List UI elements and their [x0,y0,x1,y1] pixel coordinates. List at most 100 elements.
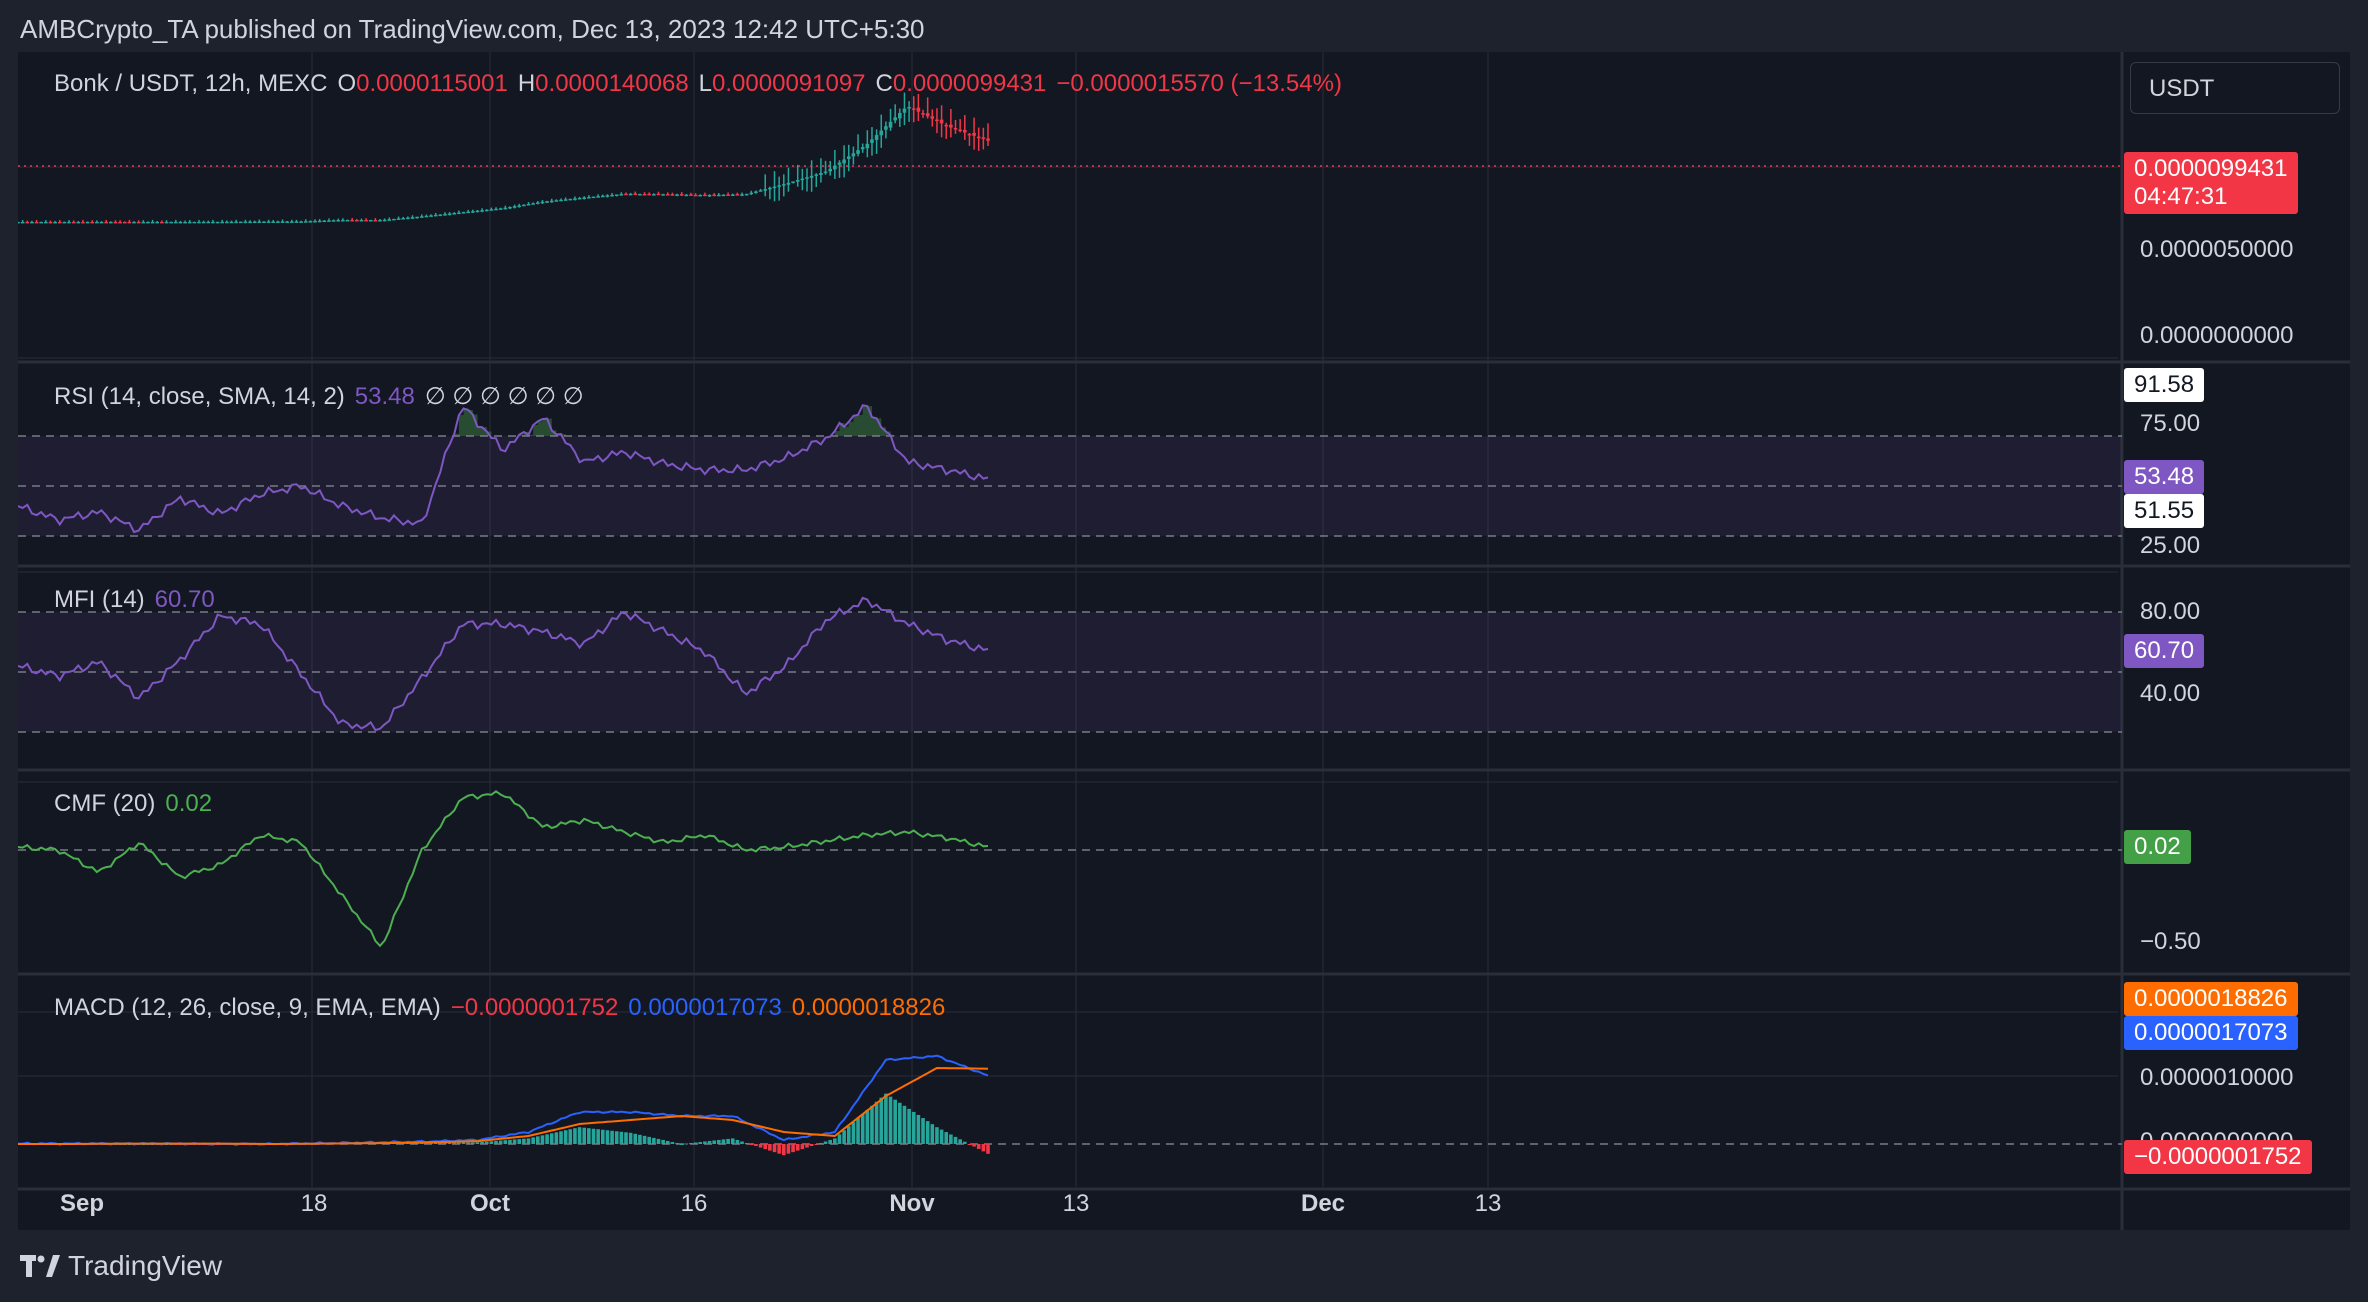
cmf-line [18,790,989,948]
macd-hist-bar [559,1131,563,1144]
macd-hist-bar [833,1138,837,1144]
candle-body [633,193,638,195]
candle-body [368,220,373,222]
candle-body [299,221,303,223]
macd-hist-bar [837,1134,842,1144]
pane-separators[interactable] [18,52,2350,1230]
macd-hist-bar [591,1128,596,1144]
candle-body [828,168,833,172]
macd-axis-label: 0.0000010000 [2140,1064,2294,1091]
rsi-value-tag: 53.48 [2124,460,2205,494]
candle-body [600,195,605,198]
macd-hist-bar [675,1142,679,1144]
macd-hist-bar [842,1130,846,1144]
candle-body [20,221,25,224]
candle-body [721,194,726,197]
candle-body [925,113,930,117]
candle-body [819,172,823,175]
candle-body [851,153,856,157]
candle-body [772,186,777,189]
candle-body [345,219,350,222]
candle-body [415,216,419,219]
candle-body [122,221,127,224]
macd-hist-bar [865,1109,870,1144]
candle-body [795,180,800,182]
candle-body [410,217,415,219]
time-axis-label: Nov [889,1190,935,1217]
macd-line-tag: 0.0000017073 [2124,1016,2298,1050]
macd-hist-bar [888,1096,893,1144]
candle-body [62,221,67,224]
chart-area[interactable]: Bonk / USDT, 12h, MEXC O0.0000115001 H0.00… [18,52,2350,1230]
candle-body [823,171,828,174]
macd-hist-bar [726,1138,730,1144]
candle-body [508,206,512,209]
tradingview-logo[interactable]: TradingView [20,1250,222,1282]
grid [18,52,2118,1187]
macd-hist-bar [443,1142,447,1144]
candle-body [670,194,675,196]
candle-body [661,194,665,196]
candle-body [596,196,600,198]
macd-hist-bar [526,1138,531,1144]
candle-body [559,199,563,202]
candle-body [573,198,577,200]
candle-body [303,221,308,223]
candle-body [178,221,183,224]
macd-hist-bar [661,1139,665,1144]
candle-body [665,194,670,196]
macd-hist-bar [879,1097,884,1144]
candle-body [647,193,651,196]
candle-body [526,203,531,206]
candle-body [183,221,187,224]
candle-body [614,194,619,197]
candle-body [679,194,684,196]
candle-body [837,162,842,165]
macd-hist-bar [819,1142,823,1144]
candle-body [800,178,805,181]
time-axis-label: Dec [1300,1190,1346,1217]
macd-hist-bar [665,1140,670,1144]
candle-body [791,181,795,183]
macd-hist-bar [874,1101,879,1144]
macd-hist-bar [898,1102,902,1144]
candle-body [860,147,865,150]
candle-body [331,220,336,222]
candle-body [874,135,879,140]
macd-hist-bar [461,1142,466,1144]
mfi-line [18,596,989,732]
candle-body [652,194,656,196]
currency-button[interactable]: USDT [2130,62,2340,114]
candle-body [582,197,587,199]
candle-body [698,194,703,197]
macd-hist-bar [939,1129,944,1144]
macd-hist-bar [563,1130,568,1144]
candle-body [294,221,299,223]
macd-hist-bar [740,1141,744,1144]
change-value: −0.0000015570 (−13.54%) [1056,70,1342,97]
macd-hist-bar [628,1132,633,1144]
candle-body [169,221,173,224]
macd-hist-bar [605,1130,610,1144]
candle-body [401,218,406,220]
candle-body [141,221,146,224]
macd-hist-bar [452,1142,457,1144]
macd-hist-bar [684,1143,689,1145]
candle-body [628,193,633,196]
rsi-high-tag: 91.58 [2124,368,2205,402]
macd-hist-bar [763,1144,768,1150]
candle-body [206,221,211,224]
candle-body [187,221,192,224]
candle-body [146,221,150,224]
macd-signal-tag: 0.0000018826 [2124,982,2298,1016]
candle-body [364,219,368,222]
chart-canvas[interactable] [18,52,2350,1230]
macd-hist-bar [907,1108,911,1144]
candle-body [433,214,438,217]
candle-body [266,221,271,224]
symbol-label[interactable]: Bonk / USDT, 12h, MEXC [54,70,328,97]
candle-body [113,221,118,224]
macd-hist-bar [577,1127,582,1144]
macd-hist-bar [624,1132,628,1144]
candle-body [429,215,433,217]
